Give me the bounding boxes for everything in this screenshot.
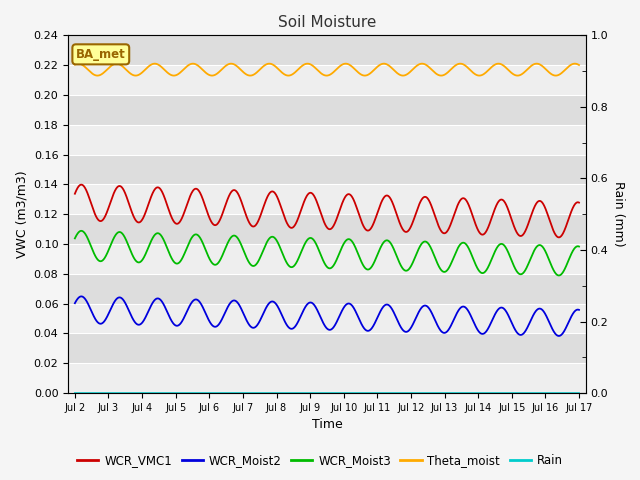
Text: BA_met: BA_met xyxy=(76,48,125,61)
Bar xyxy=(68,363,586,393)
Bar xyxy=(68,65,586,95)
Y-axis label: VWC (m3/m3): VWC (m3/m3) xyxy=(15,170,28,258)
Bar xyxy=(68,36,586,65)
Bar xyxy=(68,334,586,363)
Bar xyxy=(68,274,586,304)
Bar xyxy=(68,95,586,125)
Bar xyxy=(68,244,586,274)
Bar xyxy=(68,155,586,184)
Bar xyxy=(68,214,586,244)
X-axis label: Time: Time xyxy=(312,419,342,432)
Legend: WCR_VMC1, WCR_Moist2, WCR_Moist3, Theta_moist, Rain: WCR_VMC1, WCR_Moist2, WCR_Moist3, Theta_… xyxy=(72,449,568,472)
Bar xyxy=(68,304,586,334)
Bar xyxy=(68,125,586,155)
Title: Soil Moisture: Soil Moisture xyxy=(278,15,376,30)
Bar xyxy=(68,184,586,214)
Y-axis label: Rain (mm): Rain (mm) xyxy=(612,181,625,247)
